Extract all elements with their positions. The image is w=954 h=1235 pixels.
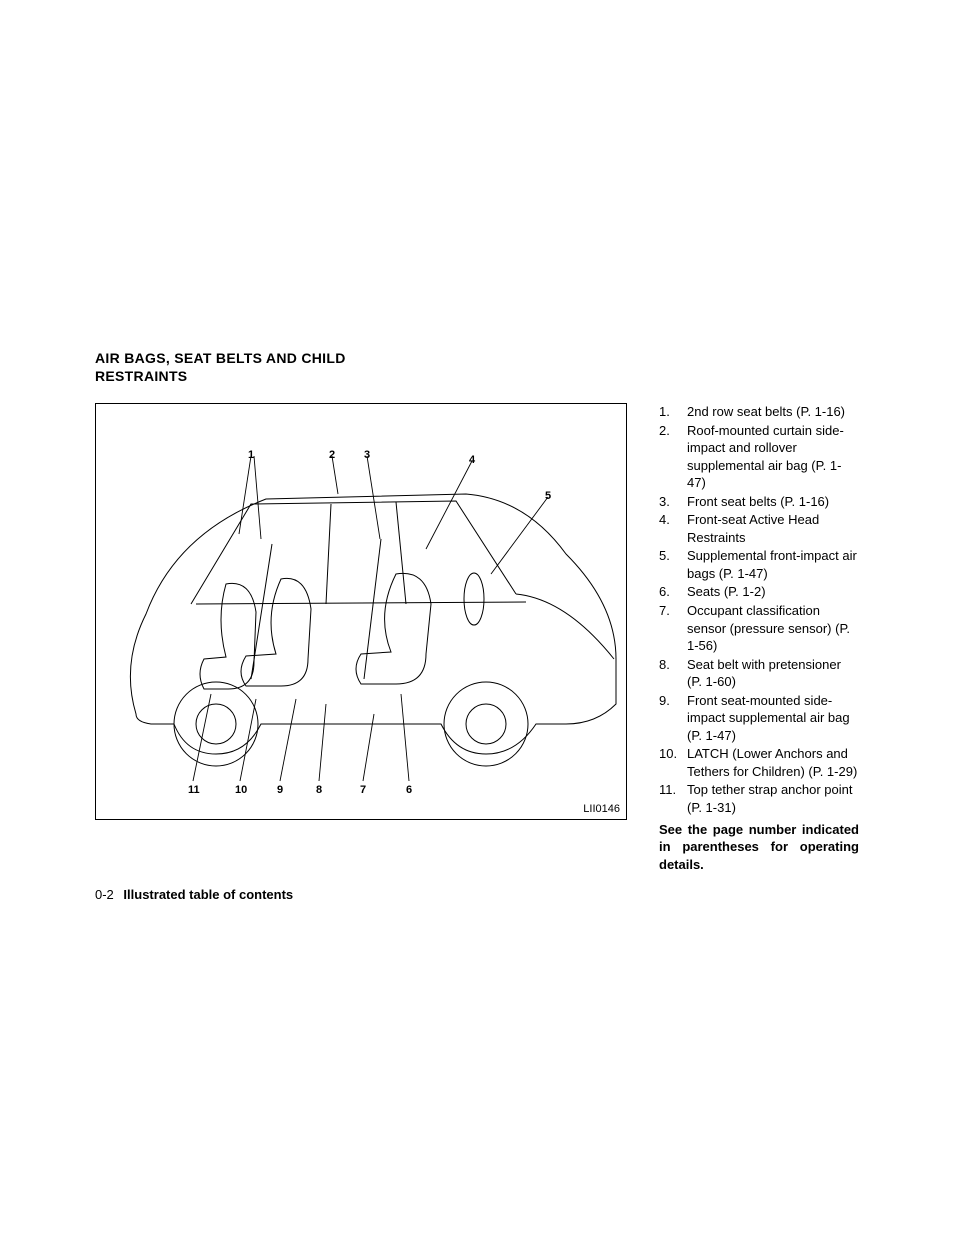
legend-item-text: Top tether strap anchor point (P. 1-31) <box>687 781 859 816</box>
page-number: 0-2 <box>95 887 114 902</box>
legend-item: 2.Roof-mounted curtain side-impact and r… <box>659 422 859 492</box>
legend-item-num: 3. <box>659 493 687 511</box>
vehicle-illustration <box>96 404 626 819</box>
legend-item-text: 2nd row seat belts (P. 1-16) <box>687 403 859 421</box>
legend-item-num: 2. <box>659 422 687 492</box>
callout-number: 7 <box>360 784 366 796</box>
figure: 1 2 3 4 5 6 7 8 9 10 11 LII0146 <box>95 403 627 820</box>
legend-item-text: Front seat belts (P. 1-16) <box>687 493 859 511</box>
legend-item-num: 9. <box>659 692 687 745</box>
legend-item-text: Roof-mounted curtain side-impact and rol… <box>687 422 859 492</box>
manual-page: AIR BAGS, SEAT BELTS AND CHILD RESTRAINT… <box>0 0 954 1235</box>
callout-number: 2 <box>329 449 335 461</box>
legend-item-text: Front seat-mounted side-impact supplemen… <box>687 692 859 745</box>
callout-number: 8 <box>316 784 322 796</box>
legend-item-num: 1. <box>659 403 687 421</box>
legend-item: 11.Top tether strap anchor point (P. 1-3… <box>659 781 859 816</box>
callout-number: 3 <box>364 449 370 461</box>
legend-item: 8.Seat belt with pretensioner (P. 1-60) <box>659 656 859 691</box>
callout-number: 4 <box>469 454 475 466</box>
legend-note: See the page number indicated in parenth… <box>659 821 859 874</box>
section-title: AIR BAGS, SEAT BELTS AND CHILD RESTRAINT… <box>95 350 395 385</box>
content-row: 1 2 3 4 5 6 7 8 9 10 11 LII0146 1.2nd row seat bel… <box>95 403 859 873</box>
section-title-line-1: AIR BAGS, SEAT BELTS AND CHILD <box>95 350 346 366</box>
legend-item-num: 7. <box>659 602 687 655</box>
callout-number: 6 <box>406 784 412 796</box>
legend-item: 10.LATCH (Lower Anchors and Tethers for … <box>659 745 859 780</box>
legend-item-text: Front-seat Active Head Restraints <box>687 511 859 546</box>
legend-item-num: 11. <box>659 781 687 816</box>
callout-number: 1 <box>248 449 254 461</box>
legend-item-text: Supplemental front-impact air bags (P. 1… <box>687 547 859 582</box>
callout-number: 10 <box>235 784 247 796</box>
legend-item-num: 10. <box>659 745 687 780</box>
legend-item: 1.2nd row seat belts (P. 1-16) <box>659 403 859 421</box>
page-footer-title: Illustrated table of contents <box>123 887 293 902</box>
legend-item-text: Seat belt with pretensioner (P. 1-60) <box>687 656 859 691</box>
legend-item-num: 4. <box>659 511 687 546</box>
legend-item-text: Seats (P. 1-2) <box>687 583 859 601</box>
legend: 1.2nd row seat belts (P. 1-16)2.Roof-mou… <box>659 403 859 873</box>
page-footer: 0-2 Illustrated table of contents <box>95 887 859 902</box>
legend-item-num: 8. <box>659 656 687 691</box>
callout-number: 9 <box>277 784 283 796</box>
figure-code: LII0146 <box>583 803 620 815</box>
legend-item-text: LATCH (Lower Anchors and Tethers for Chi… <box>687 745 859 780</box>
legend-item: 5.Supplemental front-impact air bags (P.… <box>659 547 859 582</box>
legend-item: 7.Occupant classification sensor (pressu… <box>659 602 859 655</box>
legend-item: 9.Front seat-mounted side-impact supplem… <box>659 692 859 745</box>
legend-list: 1.2nd row seat belts (P. 1-16)2.Roof-mou… <box>659 403 859 817</box>
legend-item-num: 6. <box>659 583 687 601</box>
legend-item-text: Occupant classification sensor (pressure… <box>687 602 859 655</box>
legend-item: 3.Front seat belts (P. 1-16) <box>659 493 859 511</box>
legend-item-num: 5. <box>659 547 687 582</box>
callout-number: 11 <box>188 784 200 796</box>
callout-number: 5 <box>545 490 551 502</box>
section-title-line-2: RESTRAINTS <box>95 368 187 384</box>
legend-item: 4.Front-seat Active Head Restraints <box>659 511 859 546</box>
legend-item: 6.Seats (P. 1-2) <box>659 583 859 601</box>
